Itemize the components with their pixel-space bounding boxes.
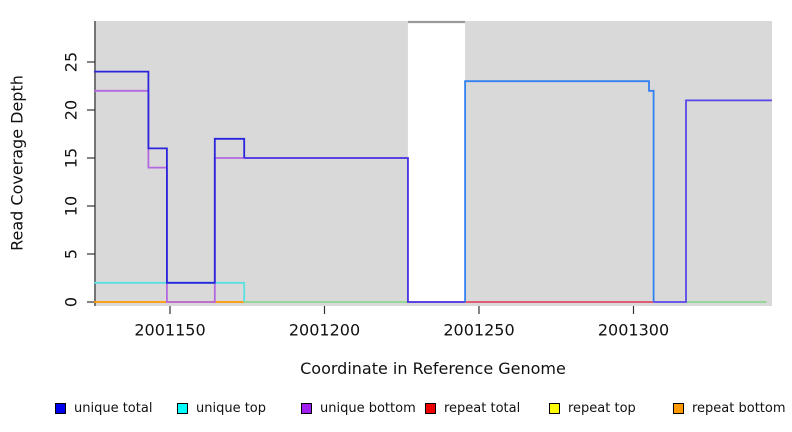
legend-label: unique top (196, 400, 267, 416)
y-tick-label: 10 (62, 196, 81, 216)
y-axis-title: Read Coverage Depth (7, 75, 27, 251)
no-data-band (407, 21, 466, 303)
y-tick-label: 0 (62, 297, 81, 307)
x-tick-label: 2001300 (598, 321, 669, 340)
legend-item-unique-total: unique total (55, 400, 153, 416)
legend-item-repeat-total: repeat total (425, 400, 521, 416)
legend-item-repeat-top: repeat top (549, 400, 636, 416)
x-tick-label: 2001200 (289, 321, 360, 340)
legend-label: repeat total (444, 400, 521, 416)
y-tick-label: 20 (62, 100, 81, 120)
x-axis-title: Coordinate in Reference Genome (300, 359, 566, 378)
coverage-plot: 0 5 10 15 20 25 2001150 2001200 2001250 2001300 (62, 20, 772, 340)
series-line-unique-top-line (94, 281, 246, 302)
unique-total-swatch-icon (55, 402, 66, 414)
legend-item-unique-top: unique top (177, 400, 267, 416)
y-tick-label: 5 (62, 249, 81, 259)
x-tick-label: 2001250 (443, 321, 514, 340)
x-tick-label: 2001150 (134, 321, 205, 340)
y-tick-label: 15 (62, 148, 81, 168)
unique-top-swatch-icon (177, 402, 188, 414)
legend-label: unique bottom (320, 400, 416, 416)
repeat-top-swatch-icon (549, 402, 560, 414)
series-line-unique-total-right-top (464, 80, 655, 302)
y-tick-label: 25 (62, 52, 81, 72)
series-line-unique-total-mid (244, 157, 466, 303)
repeat-total-swatch-icon (425, 402, 436, 414)
unique-bottom-swatch-icon (301, 402, 312, 414)
legend-item-repeat-bottom: repeat bottom (673, 400, 786, 416)
legend-label: unique total (74, 400, 153, 416)
series-line-unique-total-left (94, 70, 246, 284)
legend-label: repeat bottom (692, 400, 786, 416)
legend-item-unique-bottom: unique bottom (301, 400, 416, 416)
repeat-bottom-swatch-icon (673, 402, 684, 414)
series-line-unique-total-right-end (653, 99, 772, 303)
legend-label: repeat top (568, 400, 636, 416)
